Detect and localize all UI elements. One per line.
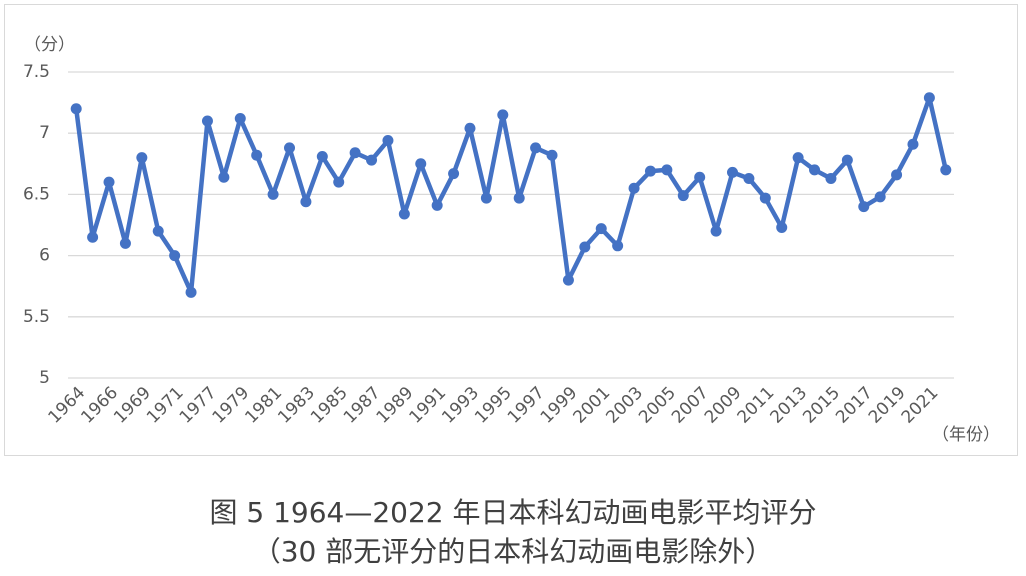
data-point [841, 154, 853, 166]
data-point [562, 274, 574, 286]
caption: 图 5 1964—2022 年日本科幻动画电影平均评分 [209, 496, 816, 529]
data-point [727, 166, 738, 178]
x-axis-unit: （年份） [932, 425, 1000, 445]
data-point [316, 150, 328, 162]
data-point [940, 164, 952, 176]
data-point [776, 221, 788, 233]
y-tick-label: 7 [39, 123, 50, 143]
data-point [809, 164, 821, 176]
data-point [234, 113, 246, 125]
data-point [87, 231, 99, 243]
data-point [743, 172, 755, 184]
data-point [891, 169, 903, 181]
data-point [497, 109, 509, 121]
data-point [661, 164, 673, 176]
data-point [907, 138, 919, 150]
data-point [201, 115, 213, 127]
data-point [218, 171, 230, 183]
data-point [333, 176, 345, 188]
data-point [136, 152, 148, 164]
data-point [267, 188, 279, 200]
data-point [677, 190, 689, 202]
data-point [382, 135, 394, 147]
data-point [415, 158, 427, 170]
data-point [398, 208, 410, 220]
data-point [792, 152, 804, 164]
y-tick-label: 6 [39, 246, 50, 266]
chart-frame [4, 4, 1018, 456]
y-tick-label: 5 [39, 368, 50, 388]
data-point [349, 147, 361, 159]
data-point [858, 201, 870, 213]
data-point [152, 225, 164, 237]
data-point [448, 168, 460, 180]
data-point [694, 171, 706, 183]
data-point [612, 240, 624, 252]
data-point [119, 237, 131, 249]
data-point [759, 192, 771, 204]
data-point [300, 196, 312, 208]
data-point [579, 241, 591, 253]
data-point [825, 172, 837, 184]
data-point [710, 225, 722, 237]
data-point [874, 191, 886, 203]
data-point [103, 176, 115, 188]
data-point [595, 223, 607, 235]
y-tick-label: 6.5 [23, 184, 50, 204]
caption: （30 部无评分的日本科幻动画电影除外） [253, 535, 774, 568]
data-point [70, 103, 82, 115]
data-point [480, 192, 492, 204]
data-point [284, 142, 295, 154]
data-point [546, 149, 558, 161]
data-point [628, 182, 640, 194]
data-point [169, 250, 181, 262]
y-axis-unit: （分） [24, 35, 75, 55]
data-point [366, 154, 378, 166]
data-point [185, 286, 197, 298]
data-point [513, 192, 525, 204]
data-point [251, 149, 263, 161]
data-point [923, 92, 935, 104]
y-tick-label: 5.5 [23, 307, 50, 327]
y-tick-label: 7.5 [23, 62, 50, 82]
data-point [644, 165, 656, 177]
data-point [464, 122, 476, 134]
data-point [530, 142, 542, 154]
data-point [431, 199, 443, 211]
